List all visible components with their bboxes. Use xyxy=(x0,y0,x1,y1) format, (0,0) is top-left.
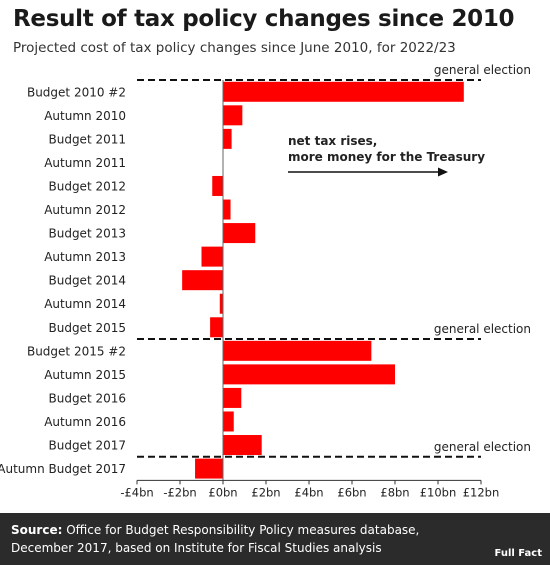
bar xyxy=(182,270,223,291)
bar xyxy=(223,128,232,149)
category-label: Autumn 2011 xyxy=(44,156,126,170)
x-tick-label: £4bn xyxy=(294,485,323,499)
bar xyxy=(223,411,234,432)
election-label: general election xyxy=(434,322,531,336)
bar xyxy=(223,199,231,220)
x-tick-label: £6bn xyxy=(337,485,366,499)
category-label: Budget 2012 xyxy=(48,179,126,193)
source-note: Source: Office for Budget Responsibility… xyxy=(11,521,471,557)
bar xyxy=(223,223,256,244)
bar xyxy=(223,387,242,408)
x-tick-label: £8bn xyxy=(380,485,409,499)
bar xyxy=(212,175,223,196)
arrow-head-icon xyxy=(438,167,448,177)
arrow-note-line2: more money for the Treasury xyxy=(288,150,485,164)
bar xyxy=(223,364,395,385)
arrow-note-line1: net tax rises, xyxy=(288,134,377,148)
category-label: Autumn 2015 xyxy=(44,368,126,382)
bar xyxy=(223,81,464,102)
bar xyxy=(210,317,223,338)
bar-chart: Budget 2010 #2 Autumn 2010 Budget 2011 Autu… xyxy=(0,63,531,499)
election-label: general election xyxy=(434,440,531,454)
category-label: Autumn Budget 2017 xyxy=(0,462,126,476)
chart-title: Result of tax policy changes since 2010 xyxy=(13,6,515,32)
x-tick-label: £12bn xyxy=(463,485,500,499)
category-label: Budget 2010 #2 xyxy=(27,85,126,99)
category-label: Budget 2014 xyxy=(48,274,126,288)
bar xyxy=(195,458,223,479)
bar xyxy=(223,435,262,456)
x-tick-label: £10bn xyxy=(420,485,457,499)
category-label: Budget 2017 xyxy=(48,439,126,453)
category-label: Budget 2016 xyxy=(48,391,126,405)
election-label: general election xyxy=(434,63,531,77)
bar xyxy=(201,246,223,267)
bar xyxy=(223,105,243,126)
category-label: Autumn 2014 xyxy=(44,297,126,311)
category-label: Autumn 2010 xyxy=(44,109,126,123)
x-tick-label: -£4bn xyxy=(120,485,153,499)
chart-subtitle: Projected cost of tax policy changes sin… xyxy=(13,40,456,56)
source-label: Source: xyxy=(11,523,63,537)
source-footer: Source: Office for Budget Responsibility… xyxy=(0,513,550,565)
category-label: Budget 2015 #2 xyxy=(27,344,126,358)
x-tick-label: £0bn xyxy=(208,485,237,499)
bar xyxy=(219,293,223,314)
category-label: Budget 2013 xyxy=(48,227,126,241)
x-tick-label: -£2bn xyxy=(163,485,196,499)
bar xyxy=(223,340,372,361)
category-label: Budget 2015 xyxy=(48,321,126,335)
full-fact-logo: Full Fact xyxy=(494,548,543,559)
category-label: Autumn 2013 xyxy=(44,250,126,264)
category-label: Budget 2011 xyxy=(48,132,126,146)
source-text: Office for Budget Responsibility Policy … xyxy=(11,523,420,555)
x-tick-label: £2bn xyxy=(251,485,280,499)
category-label: Autumn 2012 xyxy=(44,203,126,217)
category-label: Autumn 2016 xyxy=(44,415,126,429)
